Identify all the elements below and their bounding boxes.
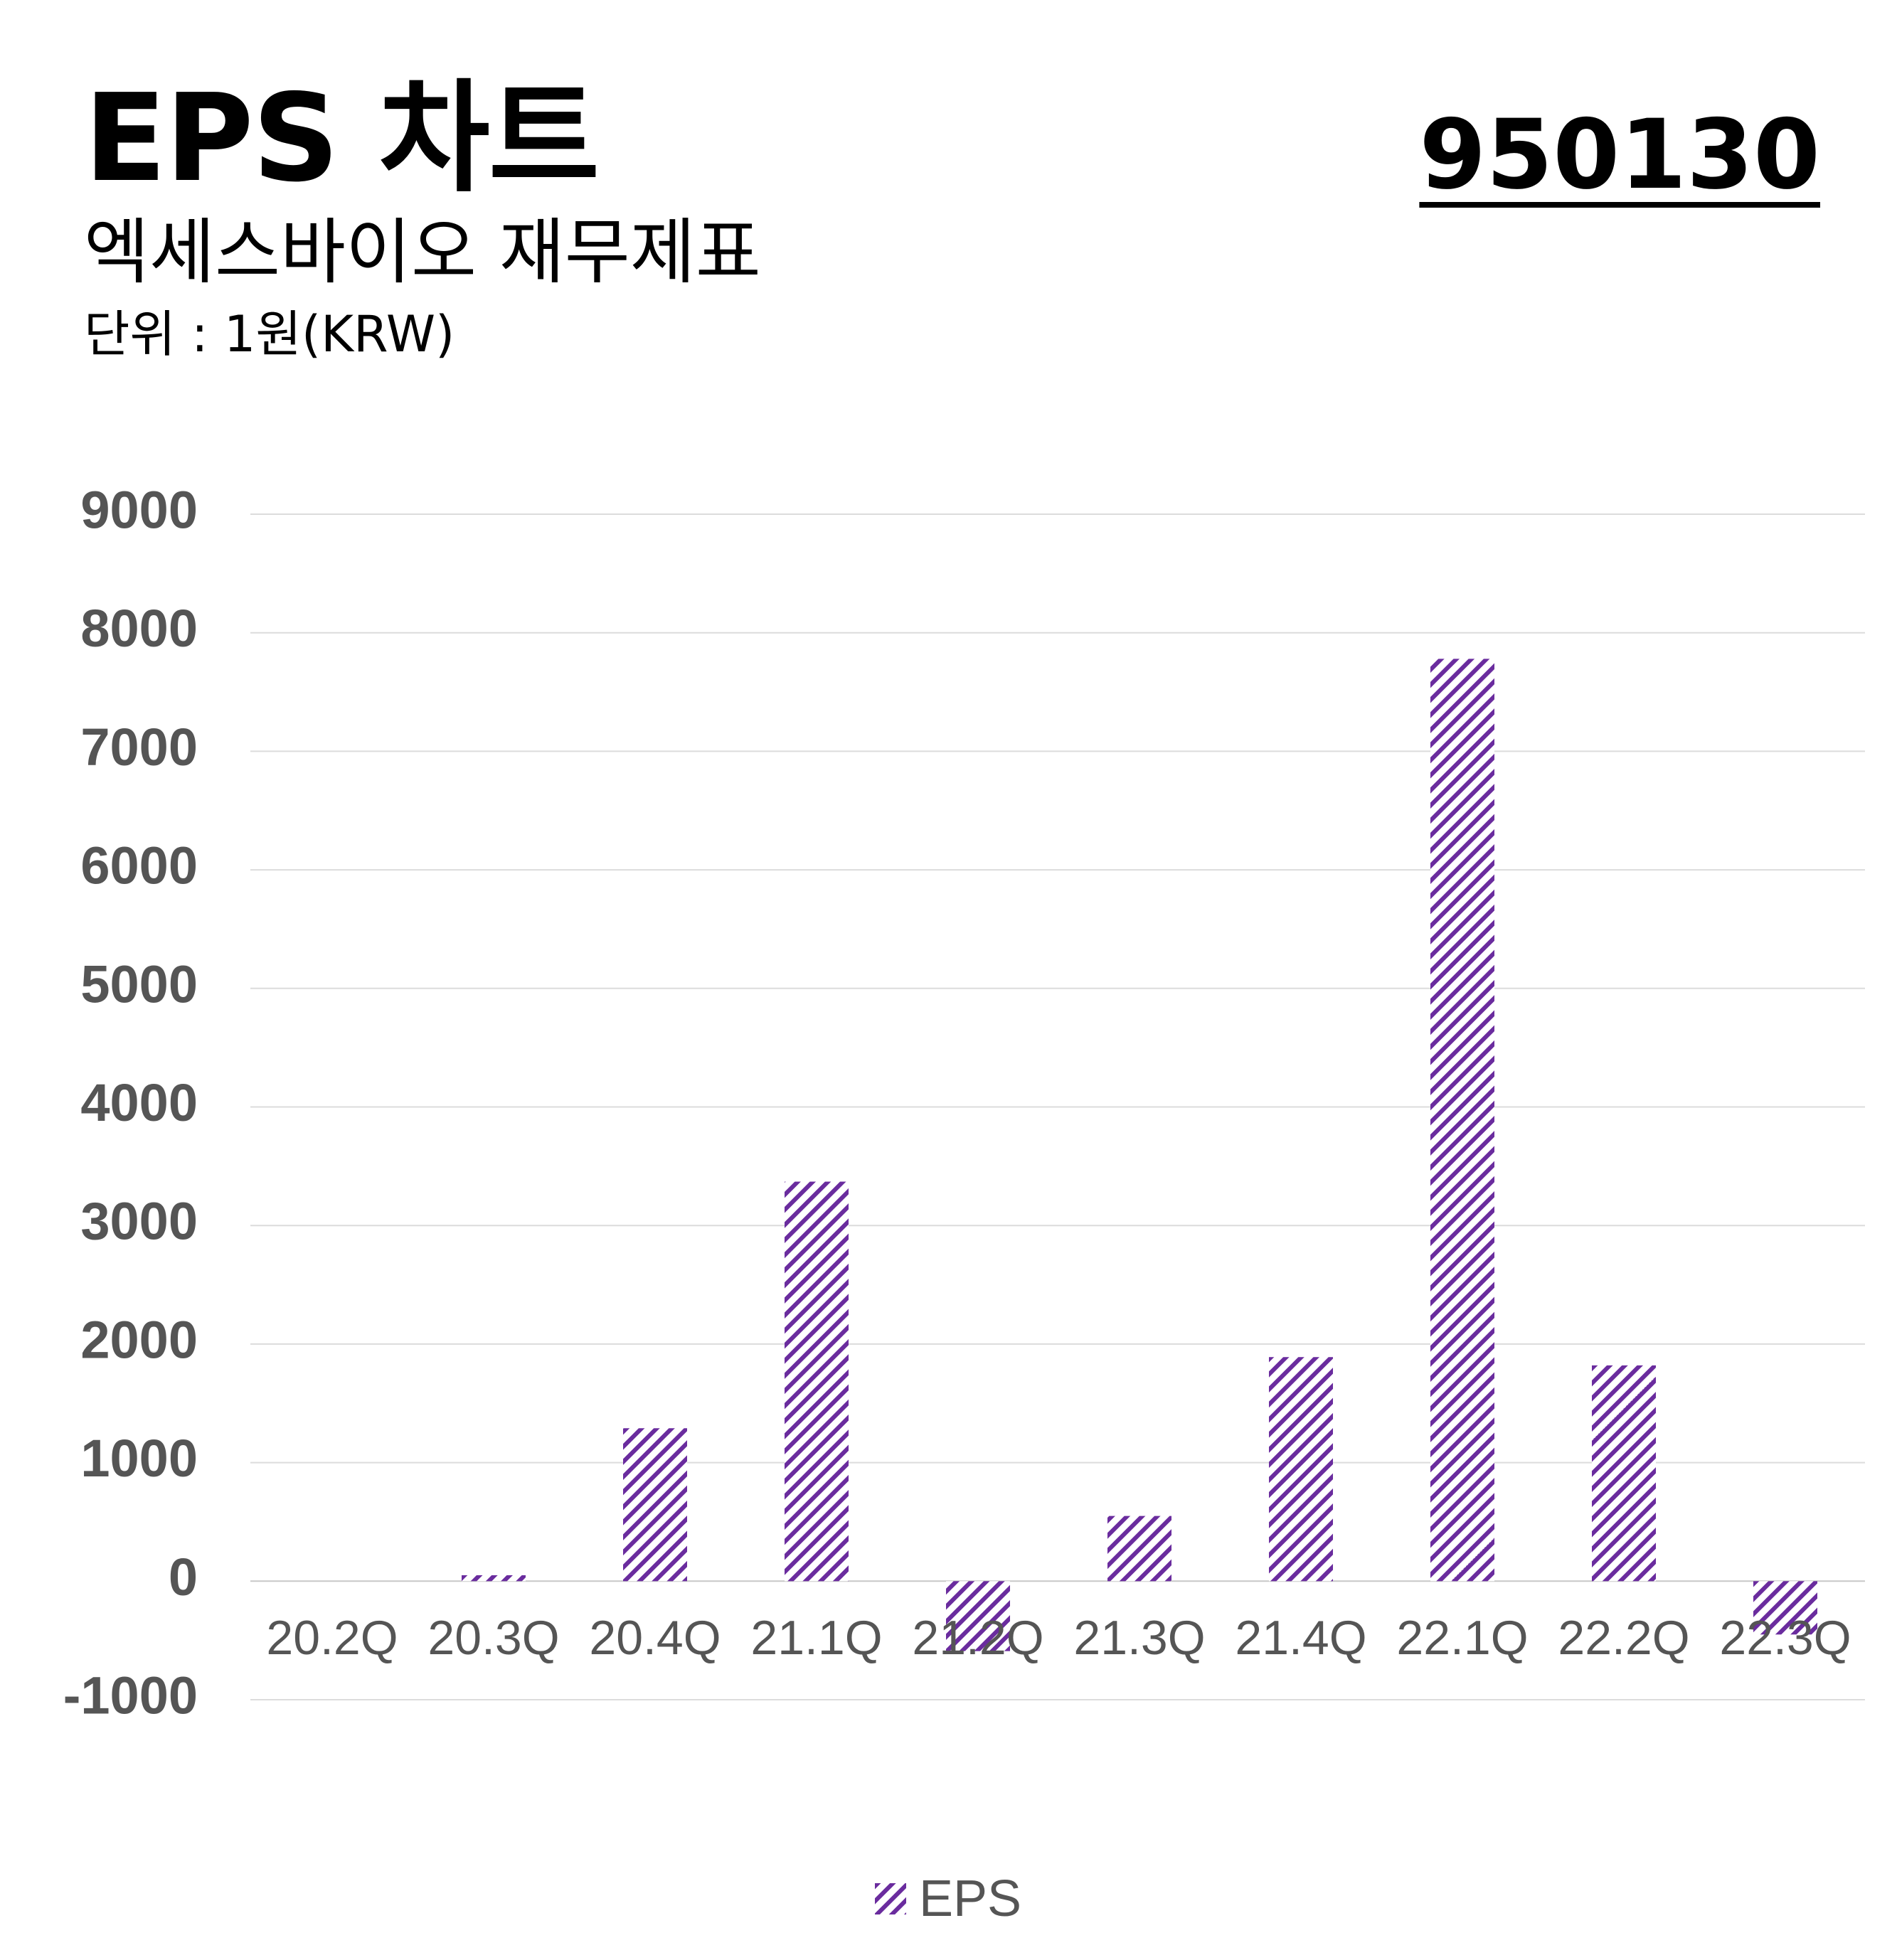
y-tick-label: 0 — [169, 1548, 198, 1607]
unit-label: 단위 : 1원(KRW) — [84, 305, 455, 363]
y-tick-label: 5000 — [80, 954, 198, 1013]
bar-21.4Q — [1269, 1357, 1333, 1582]
x-tick-label: 21.4Q — [1235, 1611, 1366, 1665]
bar-21.3Q — [1107, 1516, 1171, 1582]
bar-22.2Q — [1592, 1365, 1656, 1582]
bars — [462, 659, 1817, 1651]
y-tick-label: -1000 — [63, 1666, 198, 1725]
chart-title: EPS 차트 — [84, 68, 600, 209]
x-tick-label: 22.2Q — [1558, 1611, 1689, 1665]
y-tick-label: 6000 — [80, 836, 198, 895]
x-tick-label: 21.3Q — [1073, 1611, 1205, 1665]
x-axis: 20.2Q 20.3Q 20.4Q 21.1Q 21.2Q 21.3Q 21.4Q 22.1Q… — [266, 1611, 1851, 1665]
x-tick-label: 20.2Q — [266, 1611, 398, 1665]
bar-22.1Q — [1430, 659, 1494, 1582]
y-tick-label: 1000 — [80, 1429, 198, 1488]
x-tick-label: 20.4Q — [589, 1611, 721, 1665]
bar-21.2Q — [946, 1581, 1010, 1651]
y-tick-label: 9000 — [80, 481, 198, 540]
legend-swatch — [875, 1883, 906, 1914]
y-axis: 9000 8000 7000 6000 5000 4000 3000 2000 1000 0 -10… — [63, 481, 198, 1725]
stock-code-link[interactable]: 950130 — [1419, 99, 1820, 211]
y-tick-label: 4000 — [80, 1073, 198, 1132]
x-tick-label: 22.1Q — [1396, 1611, 1528, 1665]
y-tick-label: 7000 — [80, 718, 198, 777]
bar-21.1Q — [785, 1181, 849, 1582]
x-tick-label: 21.1Q — [750, 1611, 882, 1665]
y-tick-label: 8000 — [80, 599, 198, 658]
chart-subtitle: 엑세스바이오 재무제표 — [84, 211, 761, 294]
x-tick-label: 20.3Q — [427, 1611, 559, 1665]
x-tick-label: 22.3Q — [1719, 1611, 1851, 1665]
bar-20.4Q — [623, 1428, 687, 1582]
legend-label-eps: EPS — [919, 1870, 1022, 1927]
x-tick-label: 21.2Q — [912, 1611, 1043, 1665]
y-tick-label: 3000 — [80, 1192, 198, 1251]
legend: EPS — [875, 1867, 1021, 1931]
bar-22.3Q — [1753, 1581, 1817, 1635]
bar-20.3Q — [462, 1575, 526, 1582]
y-tick-label: 2000 — [80, 1310, 198, 1369]
